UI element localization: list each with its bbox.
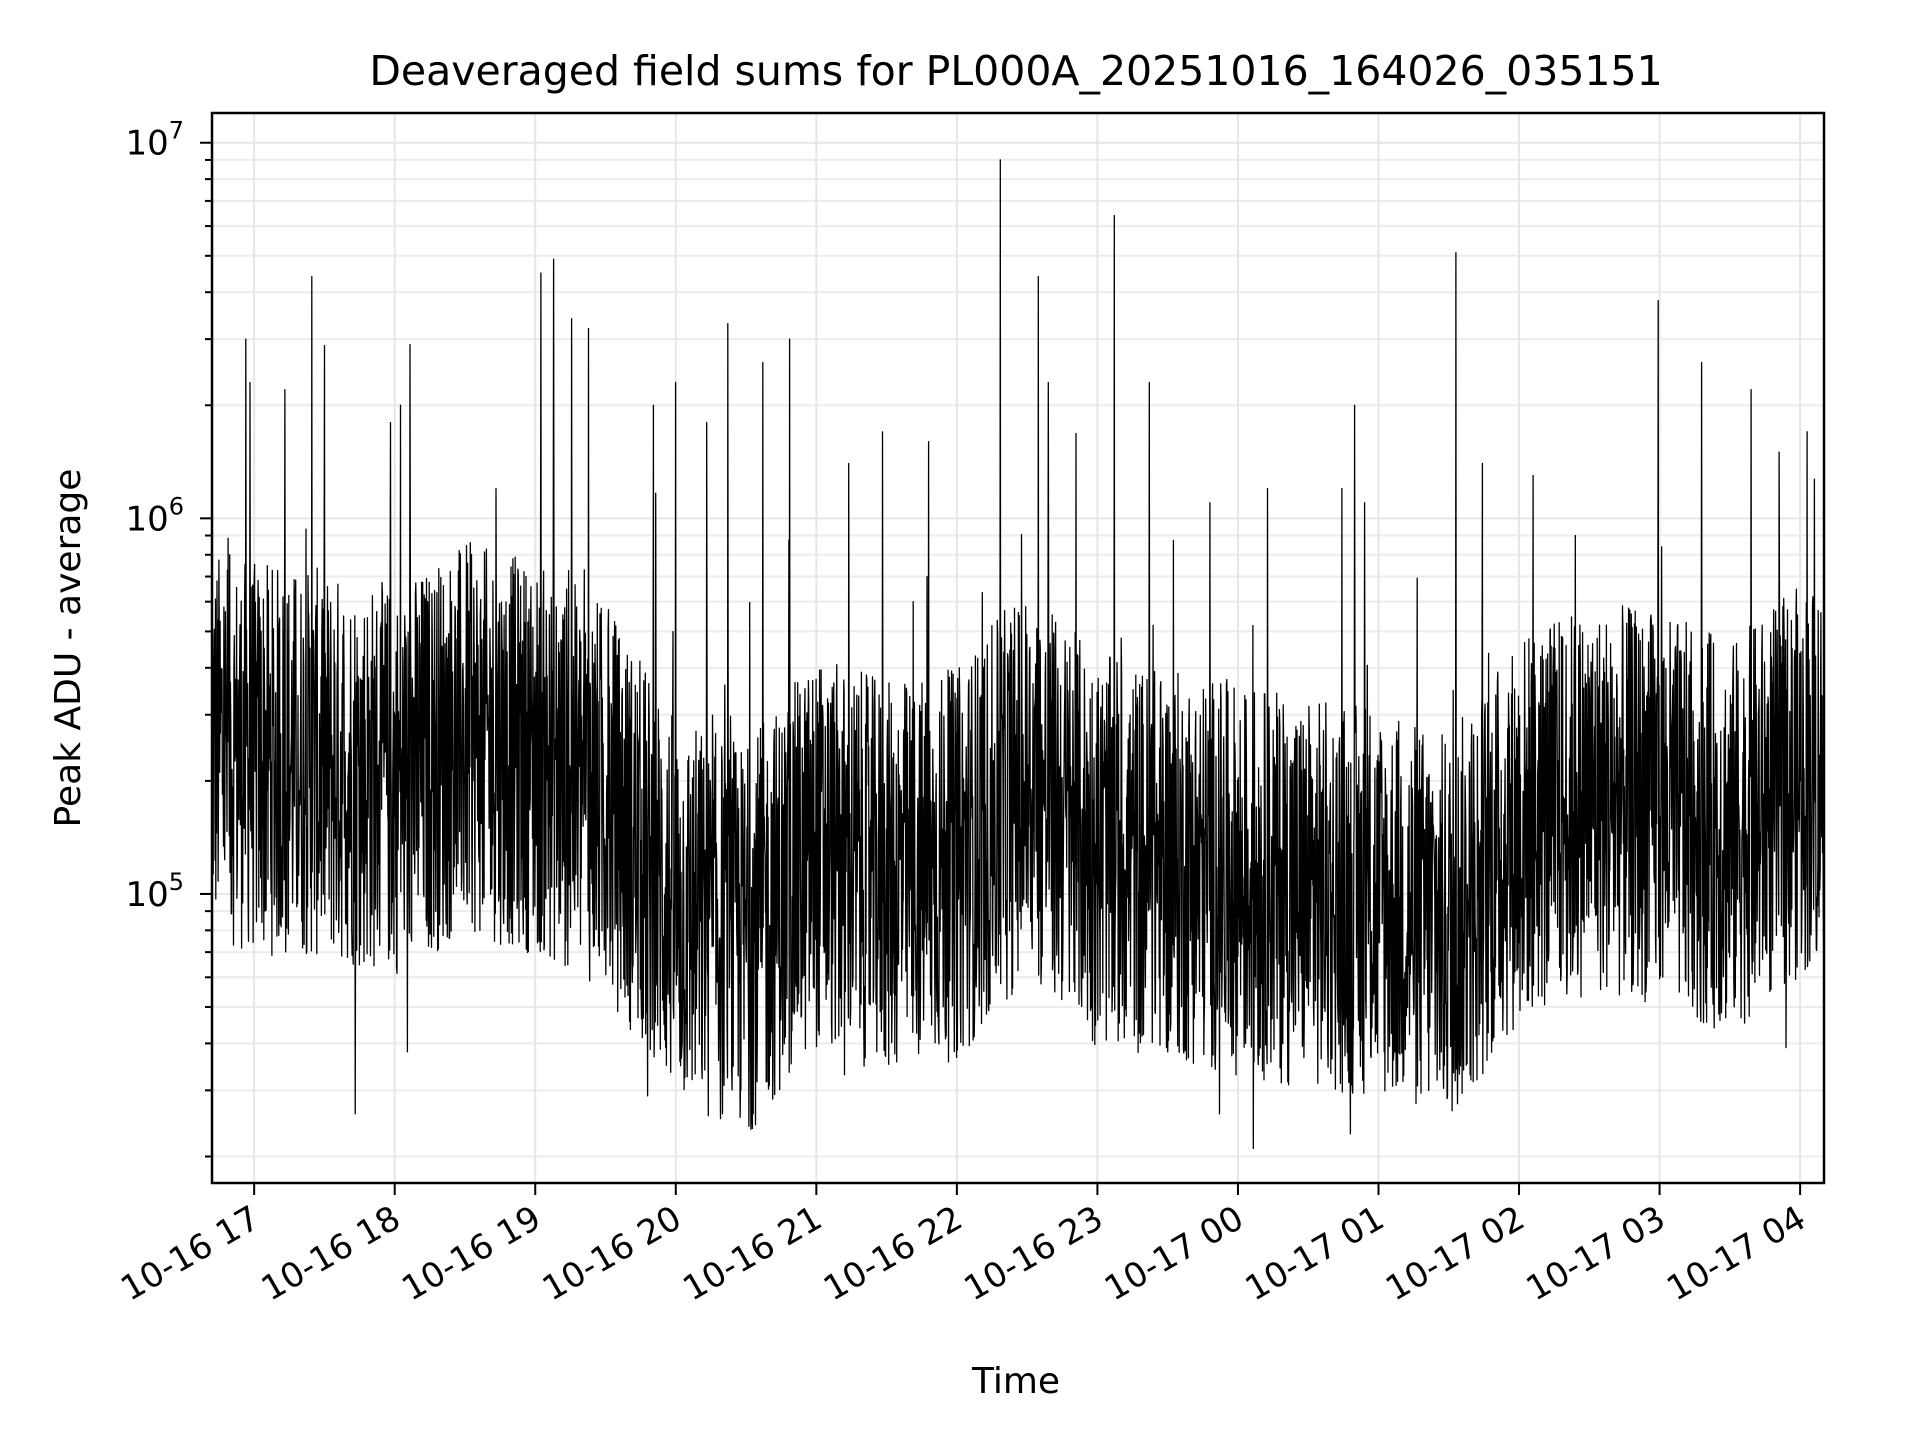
y-tick-label: 107 xyxy=(125,117,184,164)
y-tick-label: 105 xyxy=(125,868,184,915)
series-line xyxy=(211,159,1825,1150)
y-tick-label: 106 xyxy=(125,492,184,539)
y-axis-label: Peak ADU - average xyxy=(48,469,89,828)
y-axis-ticks: 105 106 107 xyxy=(125,117,212,1158)
chart-title: Deaveraged field sums for PL000A_2025101… xyxy=(369,47,1662,95)
x-axis-label: Time xyxy=(971,1361,1060,1402)
plot-frame xyxy=(210,111,1826,1185)
data-series xyxy=(211,159,1825,1150)
